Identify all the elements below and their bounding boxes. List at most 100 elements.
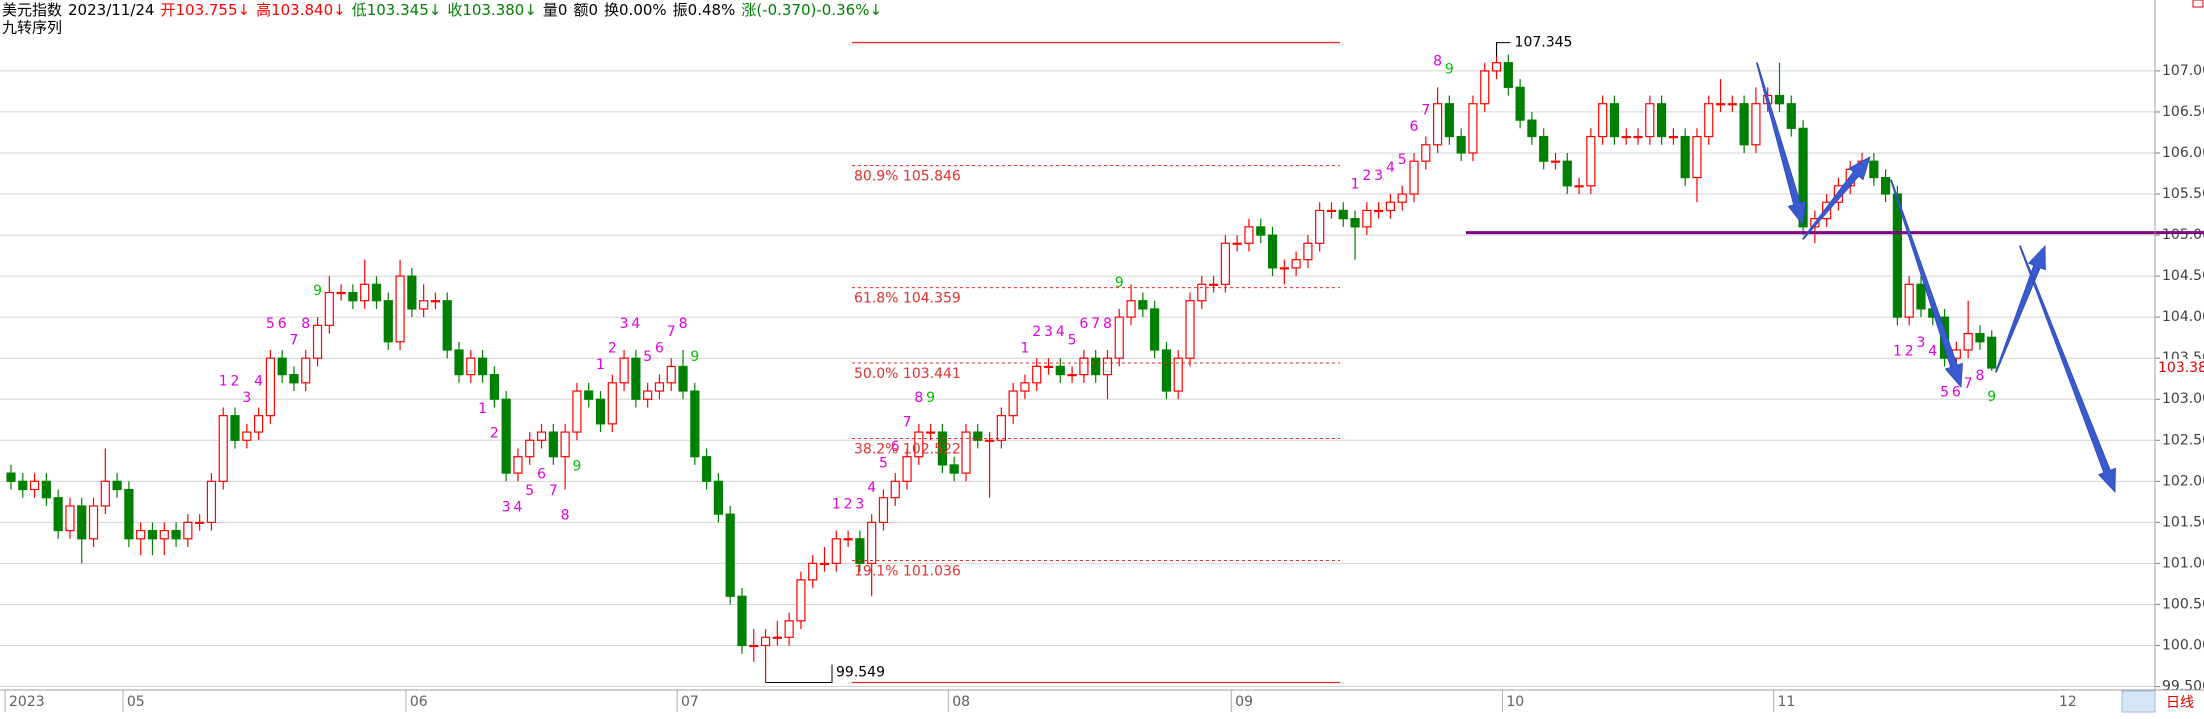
scroll-box[interactable] — [2121, 690, 2156, 713]
td-count: 3 — [620, 316, 629, 332]
candle-body — [1680, 135, 1690, 179]
candle-body — [1338, 209, 1348, 220]
td-count: 1 — [478, 401, 487, 417]
candle-body — [1043, 365, 1054, 369]
trend-arrow — [2019, 245, 2116, 493]
high-label: 107.345 — [1515, 35, 1573, 51]
td-count: 3 — [1044, 324, 1053, 340]
candle-body — [442, 300, 452, 351]
y-tick-label: 101.50 — [2162, 514, 2204, 530]
candle-body — [1715, 103, 1726, 106]
td-count: 9 — [313, 283, 322, 299]
candle-body — [831, 538, 841, 565]
trend-arrow — [1890, 179, 1963, 389]
candle-body — [336, 291, 346, 295]
candle-body — [100, 480, 110, 507]
x-tick-label: 11 — [1778, 694, 1796, 710]
candle-body — [1633, 135, 1643, 139]
td-count: 1 — [832, 497, 841, 513]
candle-body — [1798, 127, 1808, 228]
candle-body — [1244, 226, 1254, 244]
candle-body — [1751, 103, 1761, 146]
header-item: 低103.345↓ — [352, 1, 442, 19]
candle-body — [41, 480, 51, 499]
trend-arrow — [1802, 156, 1871, 240]
candle-body — [1432, 103, 1443, 146]
candle-body — [1079, 357, 1089, 376]
candle-body — [395, 275, 405, 343]
y-tick-label: 101.00 — [2162, 555, 2204, 571]
candle-body — [619, 357, 629, 384]
candle-body — [159, 529, 169, 540]
x-tick-label: 2023 — [9, 694, 45, 710]
candle-body — [206, 480, 217, 523]
candle-body — [265, 357, 275, 417]
high-pointer — [1496, 42, 1511, 57]
candle-body — [1409, 160, 1419, 195]
td-count: 8 — [1433, 53, 1442, 69]
x-tick-label: 10 — [1506, 694, 1524, 710]
period-label[interactable]: 日线 — [2166, 695, 2194, 711]
candle-body — [1904, 283, 1914, 318]
candle-body — [242, 431, 252, 441]
candle-body — [501, 398, 511, 474]
header-item: 换0.00% — [604, 1, 667, 19]
x-tick-label: 08 — [952, 694, 970, 710]
candle-body — [654, 382, 665, 392]
candle-body — [973, 431, 983, 441]
candle-body — [914, 431, 924, 458]
candle-body — [855, 538, 865, 565]
y-tick-label: 100.50 — [2162, 596, 2204, 612]
candle-body — [772, 636, 782, 639]
candle-body — [277, 357, 287, 376]
td-count: 7 — [903, 414, 912, 430]
candle-body — [136, 529, 146, 540]
candle-body — [584, 390, 594, 400]
candle-body — [572, 390, 582, 433]
td-count: 8 — [679, 316, 688, 332]
corner-box[interactable] — [2192, 0, 2204, 8]
x-tick-label: 12 — [2059, 694, 2077, 710]
candle-body — [678, 365, 688, 392]
header-item: 涨(-0.370)-0.36%↓ — [741, 1, 882, 19]
td-count: 7 — [667, 324, 676, 340]
td-count: 1 — [1020, 341, 1029, 357]
candle-body — [489, 374, 499, 400]
low-label: 99.549 — [836, 665, 885, 681]
candle-body — [195, 521, 205, 524]
candle-body — [88, 505, 99, 540]
y-tick-label: 105.00 — [2162, 227, 2204, 243]
td-count: 5 — [1398, 152, 1407, 168]
candle-body — [419, 300, 429, 310]
candle-body — [784, 620, 794, 638]
y-tick-label: 107.00 — [2162, 63, 2204, 79]
y-tick-label: 99.500 — [2162, 679, 2204, 695]
low-pointer — [765, 664, 833, 684]
candle-body — [77, 505, 87, 540]
td-count: 6 — [537, 466, 546, 482]
last-price-label: 103.380 — [2158, 360, 2204, 376]
candle-body — [1786, 103, 1796, 129]
header-item: 2023/11/24 — [68, 1, 154, 19]
candle-body — [1468, 103, 1478, 154]
candle-body — [1150, 308, 1160, 351]
candle-body — [1480, 70, 1490, 105]
candle-body — [312, 324, 323, 359]
td-count: 9 — [572, 458, 581, 474]
td-count: 5 — [643, 349, 652, 365]
y-tick-label: 106.50 — [2162, 104, 2204, 120]
candle-body — [643, 390, 653, 400]
candle-body — [1668, 135, 1678, 139]
td-count: 4 — [254, 373, 263, 389]
td-count: 9 — [1115, 275, 1124, 291]
y-tick-label: 106.00 — [2162, 145, 2204, 161]
candle-body — [843, 538, 853, 541]
candle-body — [796, 579, 806, 622]
candle-body — [1975, 332, 1985, 343]
candle-body — [348, 291, 358, 302]
td-count: 1 — [219, 373, 228, 389]
candle-body — [1444, 103, 1454, 138]
candle-body — [984, 439, 995, 442]
